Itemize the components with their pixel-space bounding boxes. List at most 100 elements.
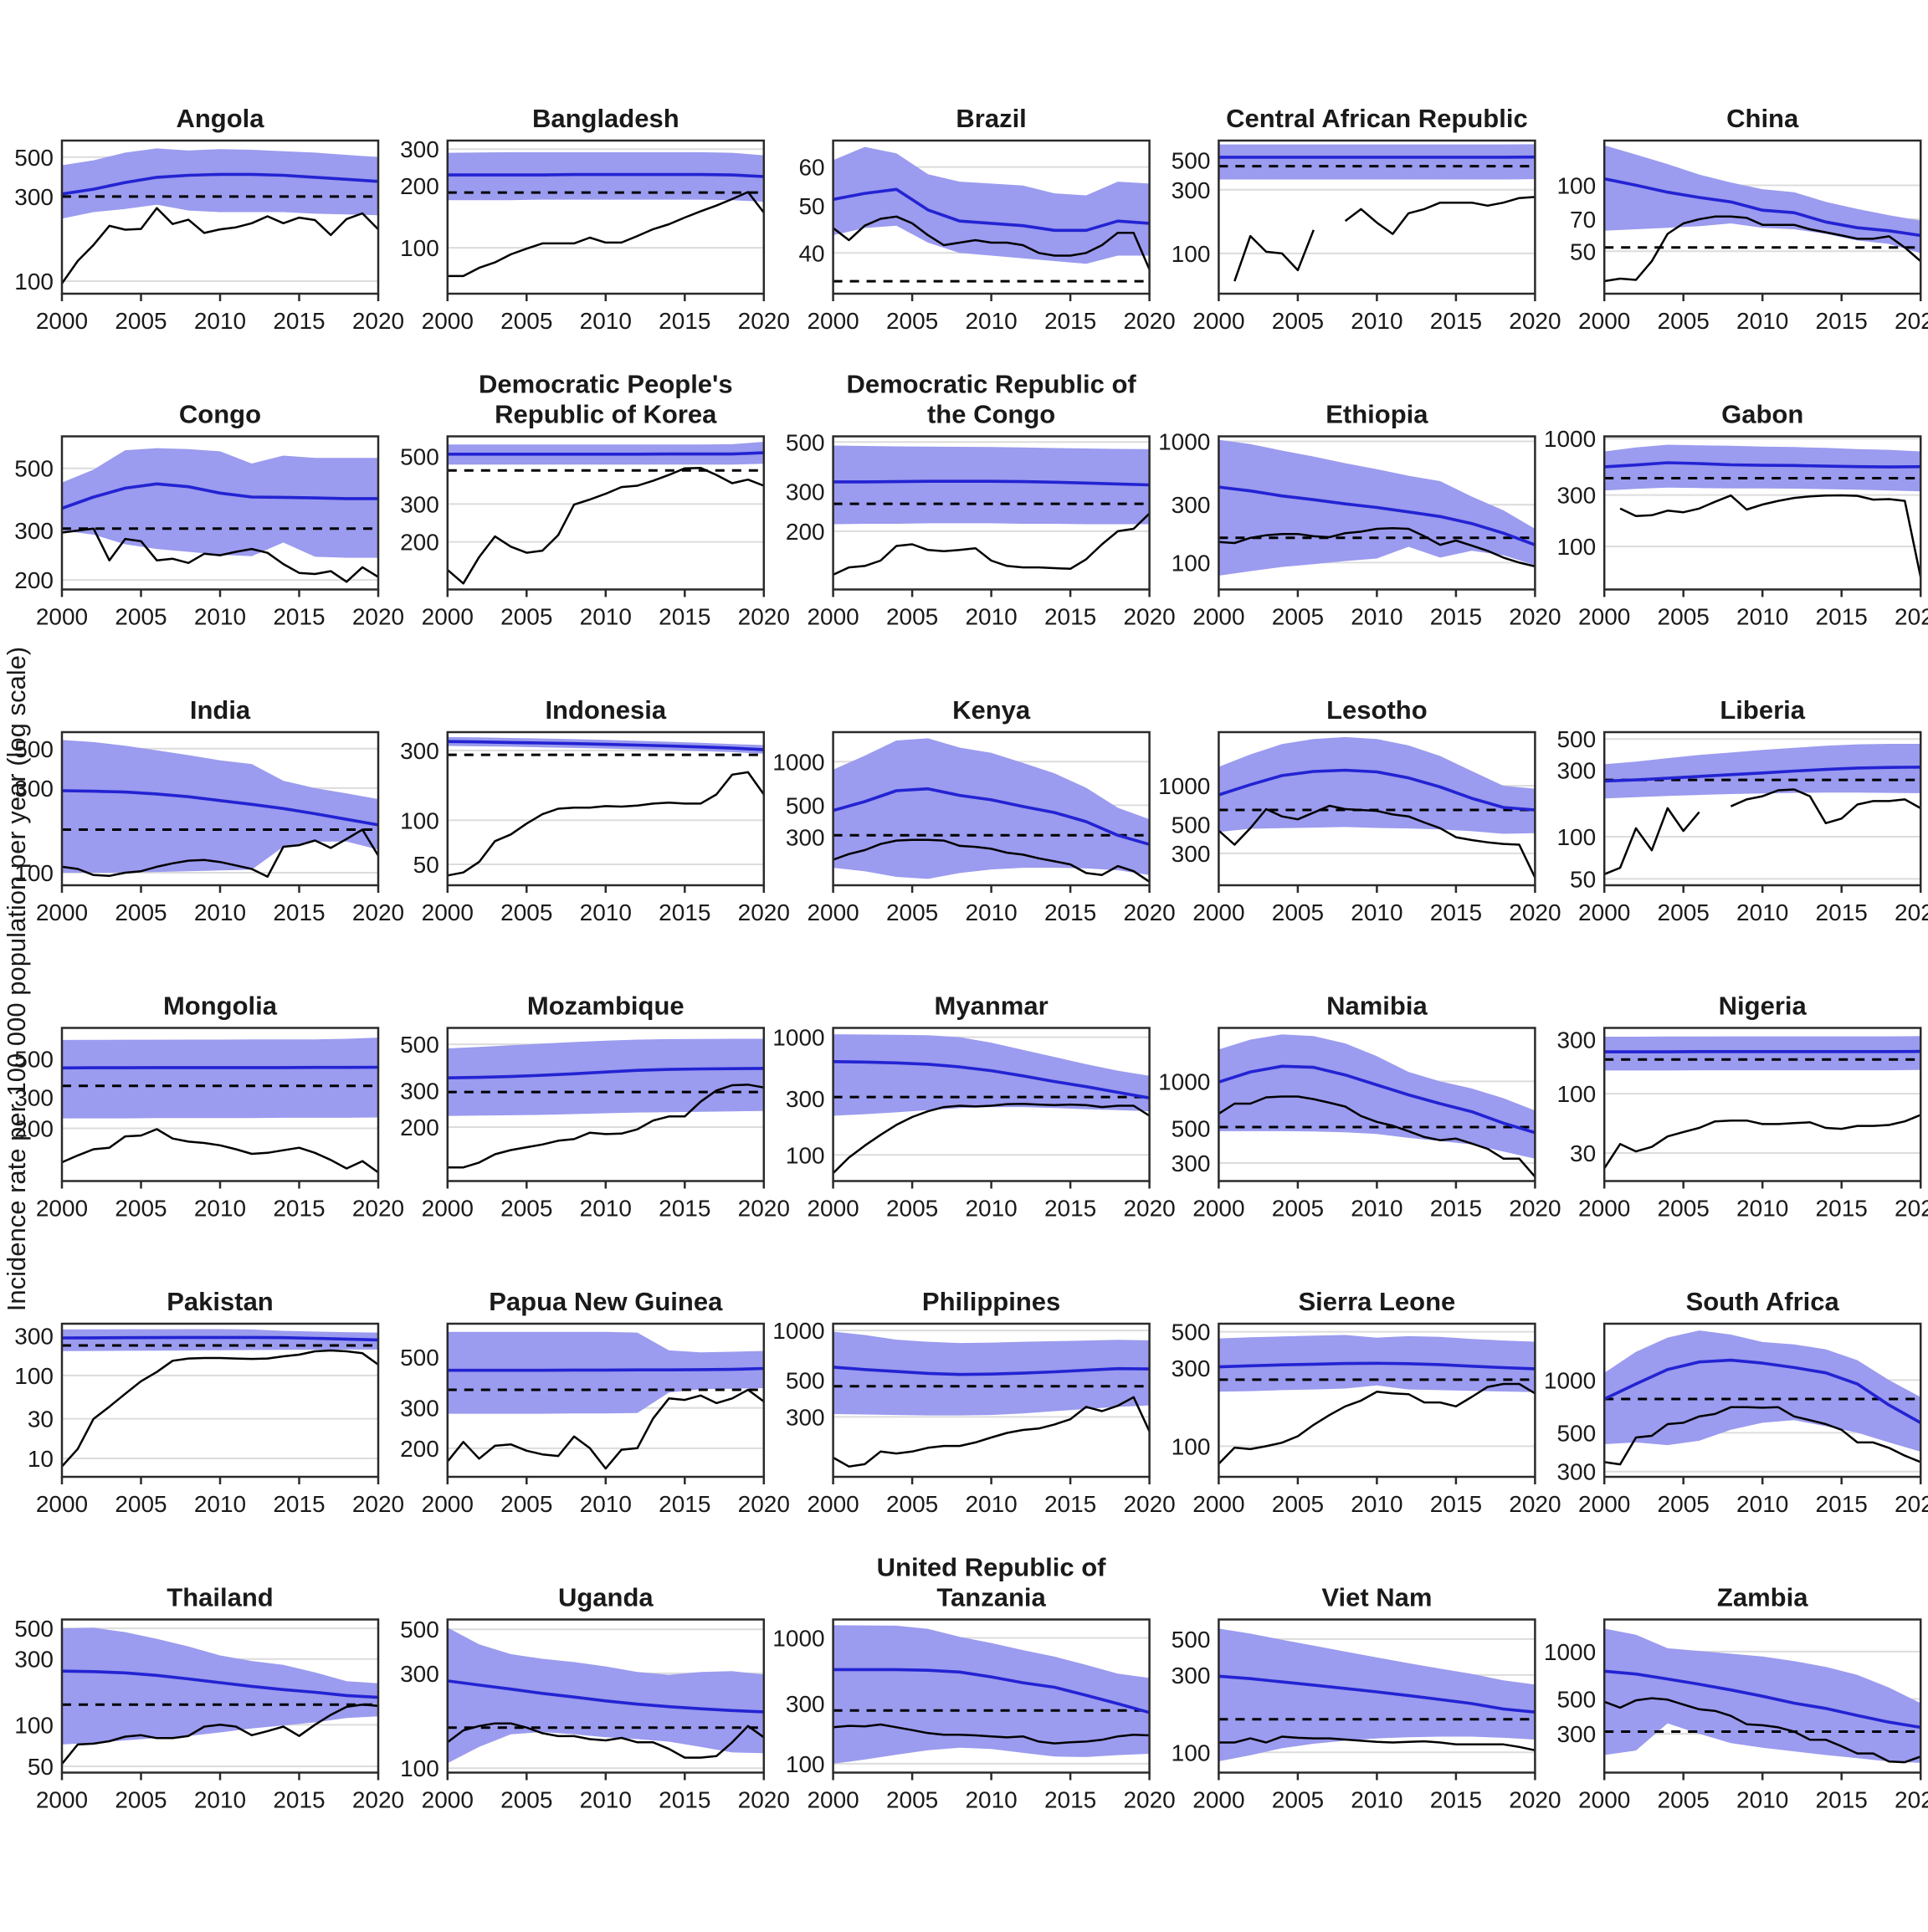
x-tick-label: 2015 (1044, 1491, 1096, 1517)
x-tick-label: 2000 (36, 1787, 88, 1813)
x-tick-label: 2020 (738, 899, 790, 925)
x-tick-label: 2015 (659, 1491, 710, 1517)
panel-title: the Congo (927, 400, 1055, 429)
y-tick-label: 50 (1570, 866, 1596, 892)
y-tick-label: 200 (786, 519, 825, 545)
x-tick-label: 2015 (659, 308, 710, 334)
y-tick-label: 500 (1172, 1320, 1211, 1345)
y-tick-label: 300 (1172, 1355, 1211, 1381)
x-tick-label: 2010 (965, 1196, 1017, 1222)
y-tick-label: 200 (400, 530, 439, 556)
x-tick-label: 2000 (1578, 604, 1630, 630)
x-tick-label: 2005 (886, 899, 938, 925)
x-tick-label: 2020 (1123, 1787, 1175, 1813)
x-tick-label: 2000 (807, 1196, 859, 1222)
panel-zambia: 200020052010201520203005001000Zambia (1544, 1583, 1928, 1813)
x-tick-label: 2020 (1509, 1196, 1561, 1222)
x-tick-label: 2005 (500, 899, 552, 925)
uncertainty-ribbon (62, 1627, 378, 1744)
x-tick-label: 2010 (580, 604, 632, 630)
y-tick-label: 60 (798, 155, 824, 181)
uncertainty-ribbon (448, 1627, 764, 1763)
y-tick-label: 300 (786, 1691, 825, 1717)
x-tick-label: 2020 (352, 899, 404, 925)
x-tick-label: 2000 (422, 604, 474, 630)
y-tick-label: 50 (1570, 238, 1596, 264)
x-tick-label: 2005 (1658, 308, 1710, 334)
x-tick-label: 2020 (1123, 308, 1175, 334)
x-tick-label: 2000 (1578, 1491, 1630, 1517)
x-tick-label: 2015 (273, 1196, 325, 1222)
x-tick-label: 2005 (115, 1787, 167, 1813)
notifications-line (448, 772, 764, 875)
uncertainty-ribbon (833, 738, 1150, 879)
y-tick-label: 70 (1570, 207, 1596, 233)
y-tick-label: 300 (400, 1661, 439, 1687)
x-tick-label: 2015 (273, 1491, 325, 1517)
x-tick-label: 2005 (1272, 308, 1324, 334)
y-tick-label: 500 (1556, 1686, 1596, 1712)
x-tick-label: 2010 (580, 1196, 632, 1222)
uncertainty-ribbon (1604, 146, 1920, 254)
panel-title: Lesotho (1326, 695, 1428, 725)
x-tick-label: 2020 (738, 308, 790, 334)
y-tick-label: 300 (1172, 841, 1211, 867)
x-tick-label: 2015 (1044, 1787, 1096, 1813)
panel-title: Democratic Republic of (846, 370, 1136, 399)
y-tick-label: 100 (14, 1363, 54, 1389)
y-tick-label: 100 (400, 235, 439, 261)
y-tick-label: 500 (1556, 726, 1596, 752)
x-tick-label: 2015 (1044, 604, 1096, 630)
x-tick-label: 2015 (1430, 1787, 1482, 1813)
notifications-line (1604, 1115, 1920, 1169)
x-tick-label: 2010 (194, 1787, 246, 1813)
x-tick-label: 2015 (1430, 1196, 1482, 1222)
uncertainty-ribbon (1218, 737, 1535, 834)
y-tick-label: 100 (1172, 241, 1211, 267)
y-tick-label: 200 (400, 1115, 439, 1140)
y-tick-label: 1000 (1544, 1367, 1596, 1393)
panel-title: Indonesia (545, 695, 666, 725)
x-tick-label: 2020 (1895, 1491, 1928, 1517)
panel-title: India (190, 695, 251, 725)
x-tick-label: 2010 (1736, 1787, 1788, 1813)
y-tick-label: 200 (400, 173, 439, 199)
y-tick-label: 300 (1556, 483, 1596, 509)
y-tick-label: 50 (413, 852, 439, 878)
panel-title: Mongolia (163, 992, 278, 1021)
panel-title: Nigeria (1719, 992, 1808, 1021)
notifications-line (1218, 1384, 1535, 1464)
uncertainty-ribbon (1604, 744, 1920, 798)
x-tick-label: 2020 (352, 1196, 404, 1222)
x-tick-label: 2010 (965, 899, 1017, 925)
y-tick-label: 40 (798, 240, 824, 266)
y-tick-label: 100 (786, 1142, 825, 1168)
x-tick-label: 2010 (965, 1491, 1017, 1517)
y-tick-label: 100 (14, 269, 54, 295)
y-tick-label: 300 (1172, 492, 1211, 518)
x-tick-label: 2010 (965, 604, 1017, 630)
y-tick-label: 300 (14, 518, 54, 544)
y-tick-label: 1000 (1158, 428, 1210, 454)
panel-title: China (1726, 104, 1799, 133)
x-tick-label: 2010 (1351, 1196, 1402, 1222)
x-tick-label: 2000 (1192, 604, 1244, 630)
x-tick-label: 2000 (422, 1491, 474, 1517)
x-tick-label: 2010 (194, 1491, 246, 1517)
x-tick-label: 2005 (1658, 1491, 1710, 1517)
panel-china: 200020052010201520205070100China (1556, 104, 1928, 334)
x-tick-label: 2015 (273, 308, 325, 334)
y-tick-label: 300 (400, 738, 439, 764)
y-tick-label: 1000 (1158, 773, 1210, 799)
